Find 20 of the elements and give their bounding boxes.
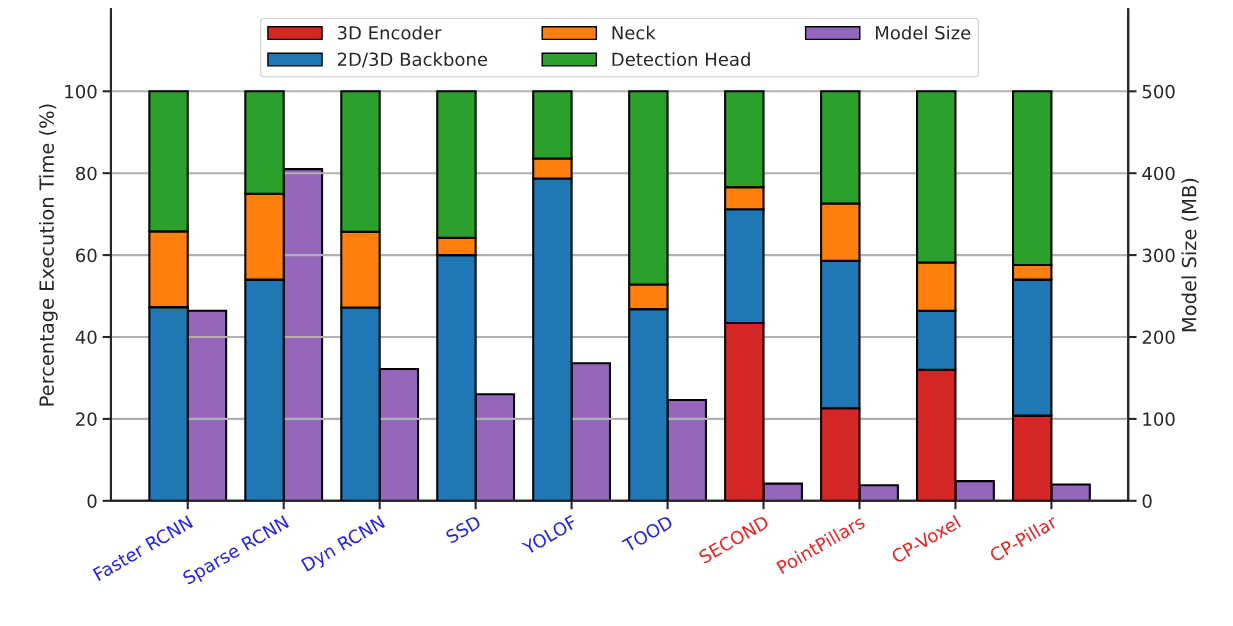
y-tick-label: 40 — [75, 330, 97, 345]
legend-label: 2D/3D Backbone — [337, 52, 488, 68]
y-tick-label: 20 — [76, 412, 97, 427]
y2-tick-label: 200 — [1142, 330, 1175, 345]
legend-label: Neck — [612, 25, 656, 40]
y2-tick-label: 100 — [1143, 412, 1175, 427]
legend-label: Detection Head — [612, 52, 750, 67]
y-axis-title: Percentage Execution Time (%) — [38, 104, 58, 406]
y2-axis-title: Model Size (MB) — [1181, 178, 1199, 332]
legend-label: 3D Encoder — [337, 25, 442, 40]
y2-tick-label: 300 — [1142, 248, 1175, 263]
y2-tick-label: 500 — [1142, 84, 1175, 99]
y2-tick-label: 400 — [1142, 166, 1175, 181]
x-tick-label: SSD — [444, 514, 482, 544]
y-tick-label: 60 — [76, 248, 97, 263]
y-tick-label: 100 — [65, 84, 97, 99]
y-tick-label: 0 — [87, 494, 97, 508]
legend-label: Model Size — [876, 25, 971, 40]
y-tick-label: 80 — [76, 166, 97, 181]
y2-tick-label: 0 — [1142, 494, 1152, 508]
